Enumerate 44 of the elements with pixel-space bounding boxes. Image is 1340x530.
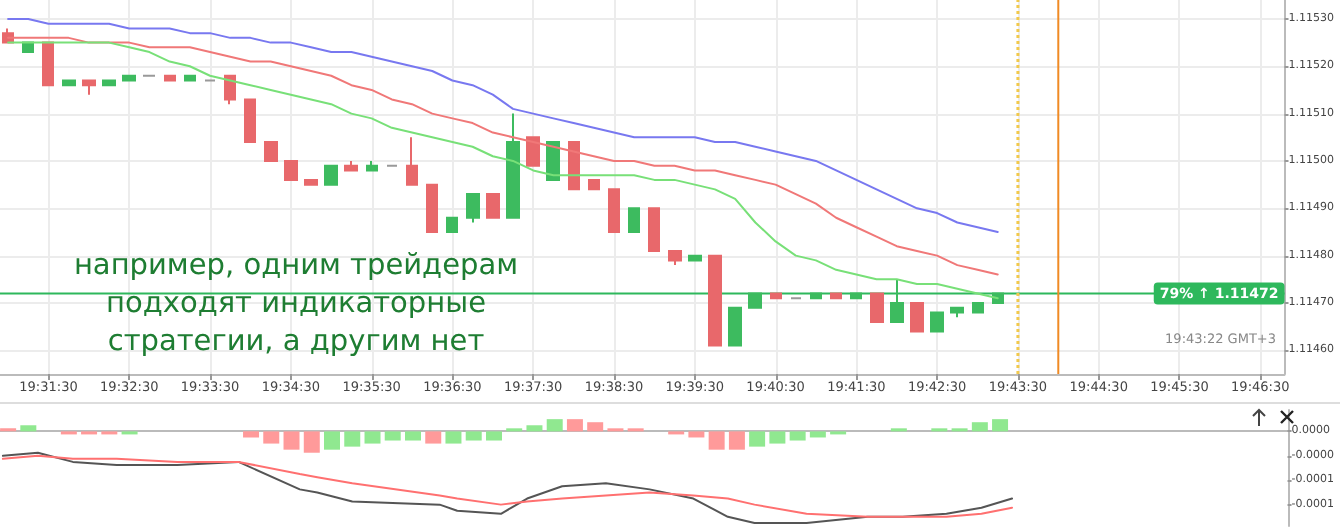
candlestick [728,306,742,347]
line-series [7,17,999,233]
candlestick [426,183,438,233]
candlestick [366,159,378,172]
candlestick [950,306,964,319]
candlestick [344,159,358,172]
candlestick [972,301,984,314]
candlestick [930,311,944,333]
candlestick [830,292,842,300]
candlestick [890,278,904,323]
candlestick [82,79,96,96]
candlestick [304,178,318,186]
candlestick [870,292,884,323]
candlestick [324,164,338,186]
candlestick [446,216,458,233]
candlestick [284,159,298,181]
candlestick [748,292,762,309]
candlestick [164,74,176,82]
candlestick [264,141,278,162]
candlestick [850,292,862,300]
candlestick [62,79,76,87]
candlestick [184,74,196,82]
candlestick [506,112,520,219]
candlestick [770,292,782,300]
candlestick [406,136,418,186]
candlestick [648,207,660,252]
candlestick [608,188,620,233]
candlestick [244,98,256,144]
candlestick [668,249,682,267]
annotation: например, одним трейдерам подходят индикаторные стратегии, а другим нет [71,248,521,362]
candlestick [628,207,640,233]
candlestick [688,254,702,262]
candlestick [122,74,136,82]
candlestick [486,193,500,219]
candlestick [588,178,600,191]
candlestick [910,301,924,333]
candlestick [224,74,236,106]
candlestick [102,79,116,87]
candlestick [526,136,540,167]
candlestick [42,41,54,87]
candlestick [568,141,580,191]
candlestick [708,254,722,347]
candlestick [810,292,822,300]
candlestick [466,193,480,224]
